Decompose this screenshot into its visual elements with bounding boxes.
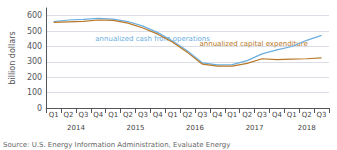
svg-text:Q1: Q1	[227, 111, 237, 119]
svg-text:Q3: Q3	[317, 111, 327, 119]
svg-text:500: 500	[27, 27, 42, 36]
svg-text:Q2: Q2	[123, 111, 133, 119]
svg-text:0: 0	[37, 104, 42, 113]
svg-text:Q4: Q4	[153, 111, 164, 119]
svg-text:Q2: Q2	[242, 111, 252, 119]
svg-text:Q4: Q4	[93, 111, 104, 119]
svg-text:Q3: Q3	[257, 111, 267, 119]
svg-text:annualized cash from operation: annualized cash from operations	[95, 35, 210, 43]
svg-text:Q4: Q4	[212, 111, 223, 119]
svg-text:Q2: Q2	[183, 111, 193, 119]
svg-text:Q3: Q3	[197, 111, 207, 119]
svg-text:400: 400	[27, 42, 42, 51]
svg-text:600: 600	[27, 11, 42, 20]
svg-text:Q3: Q3	[78, 111, 88, 119]
svg-text:annualized capital expenditure: annualized capital expenditure	[199, 40, 308, 49]
svg-text:Q1: Q1	[168, 111, 178, 119]
svg-text:Q3: Q3	[138, 111, 148, 119]
svg-text:2018: 2018	[298, 124, 316, 132]
svg-text:300: 300	[27, 57, 42, 66]
svg-text:Q4: Q4	[272, 111, 283, 119]
svg-text:Q1: Q1	[49, 111, 59, 119]
svg-text:2016: 2016	[186, 124, 204, 132]
svg-text:200: 200	[27, 73, 42, 82]
svg-text:Q2: Q2	[64, 111, 74, 119]
svg-text:billion dollars: billion dollars	[8, 31, 17, 84]
svg-text:Source: U.S. Energy Informatio: Source: U.S. Energy Information Administ…	[3, 141, 230, 149]
svg-text:2014: 2014	[67, 124, 85, 132]
svg-text:2015: 2015	[127, 124, 145, 132]
svg-text:100: 100	[27, 88, 42, 97]
svg-text:Q2: Q2	[302, 111, 312, 119]
svg-text:Q1: Q1	[287, 111, 297, 119]
svg-text:2017: 2017	[246, 124, 264, 132]
svg-text:Q1: Q1	[108, 111, 118, 119]
